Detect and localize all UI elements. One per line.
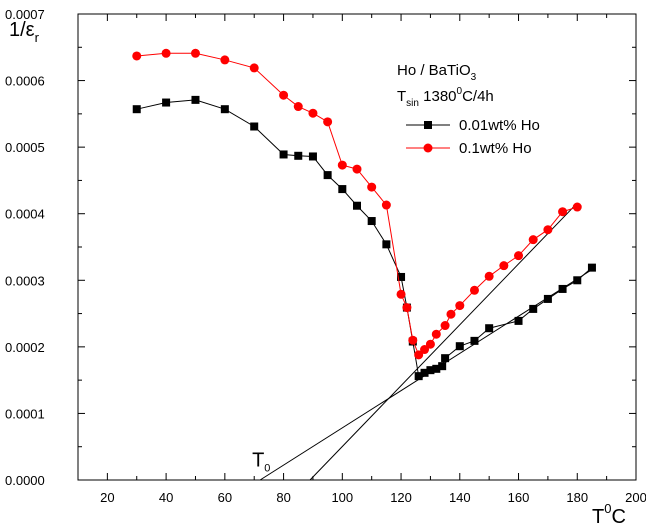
data-point-square — [432, 364, 441, 373]
x-tick-label: 200 — [625, 490, 646, 505]
data-point-circle — [323, 117, 333, 127]
data-point-circle — [455, 301, 465, 311]
data-point-circle — [414, 350, 424, 360]
data-point-circle — [499, 261, 509, 271]
y-tick-label: 0.0000 — [5, 473, 45, 488]
data-point-square — [573, 276, 582, 285]
x-tick-label: 60 — [218, 490, 232, 505]
data-point-square — [132, 105, 141, 114]
data-point-circle — [558, 207, 568, 217]
data-point-circle — [543, 225, 553, 235]
legend-label-2: 0.1wt% Ho — [459, 140, 532, 157]
x-tick-label: 120 — [390, 490, 412, 505]
y-tick-label: 0.0003 — [5, 273, 45, 288]
data-point-square — [279, 150, 288, 159]
data-point-circle — [367, 182, 377, 192]
data-point-circle — [352, 164, 362, 174]
data-point-square — [353, 201, 361, 210]
x-tick-label: 140 — [449, 490, 471, 505]
data-point-square — [250, 122, 259, 131]
data-point-circle — [249, 63, 259, 73]
data-point-square — [470, 336, 479, 345]
x-tick-label: 20 — [100, 490, 114, 505]
data-point-square — [558, 284, 567, 293]
y-tick-label: 0.0005 — [5, 140, 45, 155]
fit-line — [309, 202, 578, 481]
data-point-square — [414, 372, 423, 381]
data-point-square — [529, 304, 538, 313]
data-point-square — [323, 171, 332, 180]
data-point-square — [426, 366, 435, 375]
x-tick-label: 40 — [159, 490, 173, 505]
x-tick-label: 160 — [508, 490, 530, 505]
data-point-square — [543, 294, 552, 303]
y-tick-label: 0.0007 — [5, 7, 45, 22]
t0-annotation: T0 — [252, 450, 270, 475]
data-point-square — [338, 185, 347, 194]
data-point-circle — [446, 309, 456, 319]
data-point-square — [441, 354, 450, 363]
data-point-circle — [293, 102, 303, 112]
data-point-circle — [469, 285, 479, 295]
data-point-circle — [161, 48, 171, 58]
x-tick-label: 100 — [331, 490, 353, 505]
data-point-circle — [420, 345, 430, 355]
data-point-square — [397, 272, 406, 281]
data-point-square — [220, 105, 229, 114]
legend-marker-circle — [423, 143, 433, 153]
legend-title: Ho / BaTiO3 — [397, 62, 477, 83]
data-point-circle — [396, 289, 406, 299]
data-point-circle — [440, 321, 450, 331]
data-point-square — [367, 217, 376, 226]
data-point-square — [382, 240, 391, 249]
y-axis-title: 1/εr — [9, 19, 40, 45]
x-tick-label: 80 — [276, 490, 290, 505]
data-point-circle — [425, 339, 435, 349]
data-point-circle — [381, 200, 391, 210]
legend-subtitle: Tsin 13800C/4h — [397, 86, 494, 109]
y-tick-label: 0.0006 — [5, 74, 45, 89]
data-point-square — [294, 151, 303, 160]
data-point-circle — [431, 329, 441, 339]
data-point-circle — [514, 251, 524, 261]
data-point-circle — [308, 108, 318, 118]
data-point-circle — [337, 160, 347, 170]
x-tick-label: 180 — [566, 490, 588, 505]
data-point-circle — [528, 235, 538, 245]
data-point-square — [191, 95, 200, 104]
data-point-circle — [402, 303, 412, 313]
data-point-square — [485, 324, 494, 333]
data-point-square — [420, 368, 429, 377]
data-point-square — [514, 316, 523, 325]
data-point-circle — [408, 335, 418, 345]
data-point-circle — [572, 202, 582, 212]
y-tick-label: 0.0004 — [5, 207, 45, 222]
data-point-circle — [132, 51, 142, 61]
data-point-circle — [190, 48, 200, 58]
data-point-circle — [220, 55, 230, 65]
data-point-square — [438, 362, 447, 371]
data-point-square — [162, 98, 171, 107]
data-point-square — [308, 152, 317, 161]
y-tick-label: 0.0002 — [5, 340, 45, 355]
data-point-square — [455, 342, 464, 351]
legend-label-1: 0.01wt% Ho — [459, 117, 540, 134]
legend-marker-square — [424, 121, 432, 129]
data-point-circle — [279, 90, 289, 100]
data-point-square — [587, 263, 596, 272]
y-tick-label: 0.0001 — [5, 406, 45, 421]
data-point-circle — [484, 271, 494, 281]
x-axis-title: T0C — [592, 501, 626, 528]
